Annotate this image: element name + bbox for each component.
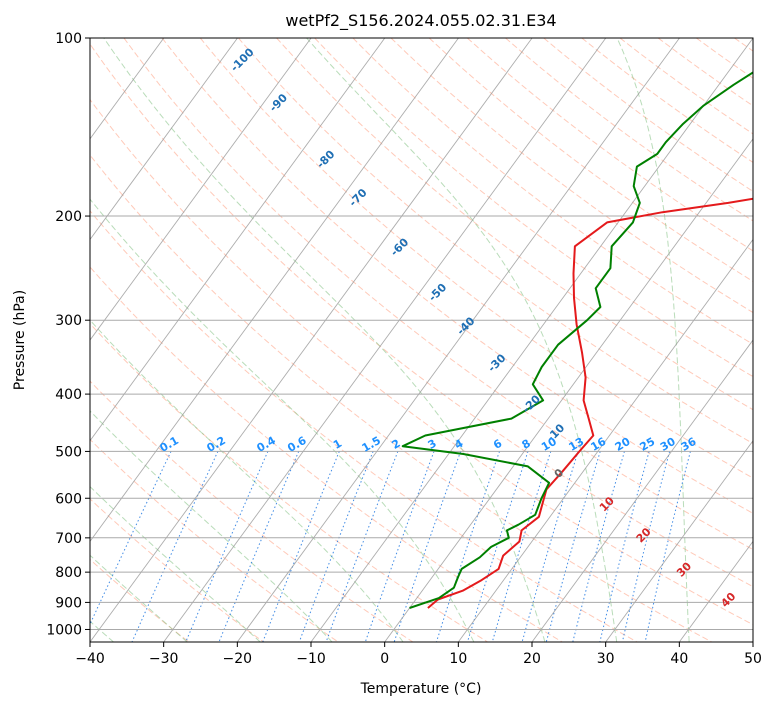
moist-adiabat: [616, 38, 690, 642]
dry-adiabat: [466, 38, 753, 252]
sounding-lines: [401, 71, 753, 609]
chart-title: wetPf2_S156.2024.055.02.31.E34: [285, 11, 556, 31]
mixing-ratio-line: [435, 451, 500, 642]
mixing-ratio-line: [90, 451, 172, 626]
dry-adiabat: [90, 98, 753, 626]
dry-adiabat: [543, 38, 753, 192]
moist-adiabat: [90, 485, 261, 642]
isotherm: [90, 38, 386, 442]
dry-adiabat: [314, 38, 753, 378]
y-axis-label: Pressure (hPa): [12, 290, 28, 390]
mixing-ratio-line: [599, 451, 650, 642]
isotherm: [236, 38, 680, 642]
x-tick-label: −40: [75, 651, 105, 667]
plot-frame: [89, 37, 754, 643]
isotherm: [163, 38, 607, 642]
y-tick-label: 1000: [46, 622, 82, 638]
y-tick-label: 300: [55, 313, 82, 329]
dry-adiabat: [90, 154, 712, 642]
dry-adiabat: [123, 38, 753, 551]
dry-adiabat: [90, 43, 753, 588]
dry-adiabat: [428, 38, 753, 282]
mixing-ratio-line: [218, 451, 300, 642]
x-tick-label: 50: [744, 651, 762, 667]
moist-adiabat: [306, 38, 618, 642]
dry-adiabat: [90, 380, 414, 642]
y-tick-label: 400: [55, 387, 82, 403]
moist-adiabat: [90, 198, 475, 642]
x-tick-label: 0: [380, 651, 389, 667]
isotherm: [90, 38, 238, 241]
mixing-ratio-line: [491, 451, 552, 642]
x-tick-label: 40: [670, 651, 688, 667]
isotherm: [457, 238, 753, 642]
isotherm: [384, 138, 753, 642]
x-tick-label: −30: [149, 651, 179, 667]
mixing-ratio-line: [262, 451, 340, 642]
background-lines: [90, 38, 753, 642]
moist-adiabat: [90, 554, 188, 642]
dry-adiabat: [90, 438, 339, 642]
moist-adiabat: [90, 410, 333, 642]
moist-adiabat: [90, 319, 404, 642]
x-tick-label: 10: [449, 651, 467, 667]
dry-adiabat: [90, 210, 638, 642]
mixing-ratio-line: [325, 451, 399, 642]
x-axis: −40 −30 −20 −10 0 10 20 30 40 50: [75, 642, 762, 667]
dry-adiabat: [90, 498, 264, 642]
isotherm: [310, 38, 753, 642]
dry-adiabat: [90, 266, 563, 642]
y-tick-label: 500: [55, 444, 82, 460]
dry-adiabat: [238, 38, 753, 445]
isotherm: [90, 38, 533, 642]
moist-adiabat: [103, 38, 546, 642]
y-tick-label: 900: [55, 595, 82, 611]
mixing-ratio-line: [521, 451, 579, 642]
dewpoint-line: [401, 71, 753, 609]
y-tick-label: 700: [55, 531, 82, 547]
x-tick-label: 30: [597, 651, 615, 667]
y-axis: 100 200 300 400 500 600 700 800 900 1000: [46, 31, 90, 638]
isotherm: [90, 38, 459, 543]
dry-adiabat: [352, 38, 753, 345]
x-axis-label: Temperature (°C): [360, 681, 482, 697]
y-tick-label: 200: [55, 209, 82, 225]
temperature-line: [427, 197, 753, 609]
y-tick-label: 800: [55, 565, 82, 581]
mixing-ratio-line: [298, 451, 374, 642]
y-tick-label: 100: [55, 31, 82, 47]
mixing-ratio-line: [621, 451, 671, 642]
mixing-ratio-line: [644, 451, 691, 642]
y-tick-label: 600: [55, 491, 82, 507]
dry-adiabat: [276, 38, 753, 411]
mixing-ratio-line: [545, 451, 601, 642]
isotherm: [605, 439, 753, 642]
isotherm: [531, 339, 753, 642]
x-tick-label: −10: [296, 651, 326, 667]
mixing-ratio-line: [572, 451, 625, 642]
x-tick-label: −20: [223, 651, 253, 667]
x-tick-label: 20: [523, 651, 541, 667]
